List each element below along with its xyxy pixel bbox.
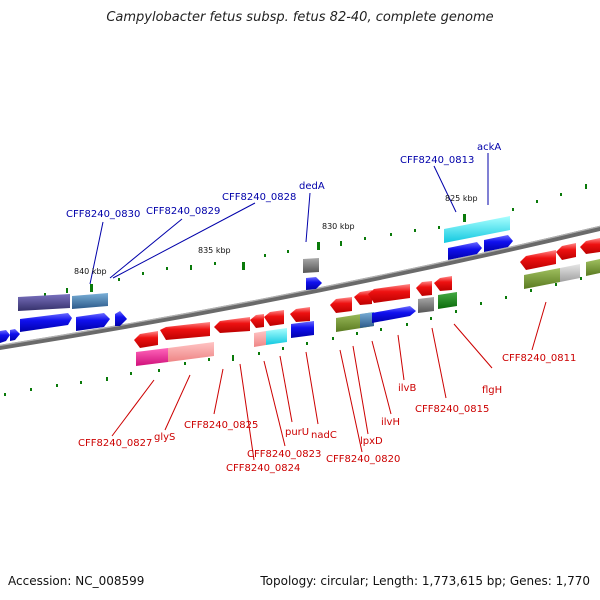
top-leader-lines bbox=[89, 153, 489, 285]
gene-label-cff8240-0825[interactable]: CFF8240_0825 bbox=[184, 420, 258, 431]
tick-ring-inner bbox=[4, 277, 582, 396]
reverse-genes-lower[interactable] bbox=[134, 276, 457, 366]
major-ticks bbox=[90, 214, 466, 292]
gene-label-cff8240-0824[interactable]: CFF8240_0824 bbox=[226, 463, 300, 474]
gene-label-cff8240-0829[interactable]: CFF8240_0829 bbox=[146, 206, 220, 217]
tick-label-840: 840 kbp bbox=[74, 267, 107, 276]
gene-label-cff8240-0827[interactable]: CFF8240_0827 bbox=[78, 438, 152, 449]
reverse-genes-upper[interactable] bbox=[520, 238, 600, 289]
gene-label-cff8240-0830[interactable]: CFF8240_0830 bbox=[66, 209, 140, 220]
gene-label-lpxd[interactable]: lpxD bbox=[360, 436, 383, 447]
gene-label-puru[interactable]: purU bbox=[285, 427, 309, 438]
genome-backbone bbox=[0, 225, 600, 350]
gene-label-ilvh[interactable]: ilvH bbox=[381, 417, 400, 428]
gene-label-cff8240-0820[interactable]: CFF8240_0820 bbox=[326, 454, 400, 465]
bottom-leader-lines bbox=[111, 301, 547, 461]
forward-genes[interactable] bbox=[0, 216, 513, 343]
gene-label-cff8240-0823[interactable]: CFF8240_0823 bbox=[247, 449, 321, 460]
genome-title: Campylobacter fetus subsp. fetus 82-40, … bbox=[106, 10, 494, 25]
gene-label-glys[interactable]: glyS bbox=[154, 432, 175, 443]
genome-summary: Topology: circular; Length: 1,773,615 bp… bbox=[260, 574, 590, 588]
tick-ring-outer bbox=[18, 184, 587, 301]
tick-label-825: 825 kbp bbox=[445, 194, 478, 203]
accession-label: Accession: NC_008599 bbox=[8, 574, 145, 588]
gene-label-nadc[interactable]: nadC bbox=[311, 430, 337, 441]
tick-label-835: 835 kbp bbox=[198, 246, 231, 255]
gene-label-deda[interactable]: dedA bbox=[299, 181, 325, 192]
gene-label-flgh[interactable]: flgH bbox=[482, 385, 502, 396]
tick-label-830: 830 kbp bbox=[322, 222, 355, 231]
gene-label-acka[interactable]: ackA bbox=[477, 142, 501, 153]
gene-label-cff8240-0813[interactable]: CFF8240_0813 bbox=[400, 155, 474, 166]
gene-label-cff8240-0828[interactable]: CFF8240_0828 bbox=[222, 192, 296, 203]
gene-label-cff8240-0815[interactable]: CFF8240_0815 bbox=[415, 404, 489, 415]
gene-label-ilvb[interactable]: ilvB bbox=[398, 383, 416, 394]
gene-label-cff8240-0811[interactable]: CFF8240_0811 bbox=[502, 353, 576, 364]
